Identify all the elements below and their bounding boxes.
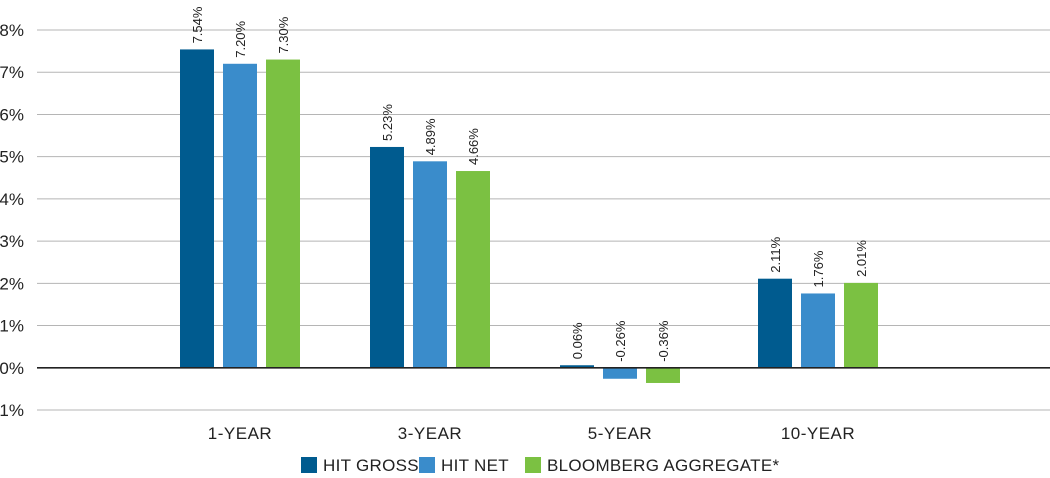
data-label: -0.26%	[613, 320, 628, 362]
data-label: 7.30%	[276, 16, 291, 53]
bar-hit-net-5-year	[603, 367, 637, 379]
category-label: 10-YEAR	[781, 424, 855, 443]
data-label: 1.76%	[811, 250, 826, 287]
data-label: 2.01%	[854, 240, 869, 277]
legend-label: BLOOMBERG AGGREGATE*	[547, 456, 779, 475]
legend-label: HIT GROSS	[323, 456, 419, 475]
data-labels: 7.54% 7.20% 7.30% 5.23% 4.89% 4.66% 0.06% -0.26…	[190, 6, 869, 362]
legend-swatch	[525, 457, 541, 473]
bar-hit-gross-1-year	[180, 49, 214, 368]
legend-label: HIT NET	[441, 456, 509, 475]
y-tick-label: 5%	[0, 148, 24, 167]
data-label: 4.66%	[466, 128, 481, 165]
legend-swatch	[301, 457, 317, 473]
data-label: 7.54%	[190, 6, 205, 43]
y-tick-label: 0%	[0, 359, 24, 378]
bar-hit-gross-5-year	[560, 365, 594, 368]
bar-bloomberg-aggregate-1-year	[266, 59, 300, 368]
x-axis-category-labels: 1-YEAR 3-YEAR 5-YEAR 10-YEAR	[208, 424, 855, 443]
legend-swatch	[419, 457, 435, 473]
bar-hit-net-1-year	[223, 63, 257, 368]
y-tick-label: 6%	[0, 105, 24, 124]
y-tick-label: 1%	[0, 317, 24, 336]
y-tick-label: -1%	[0, 401, 24, 420]
y-axis-tick-labels: 8% 7% 6% 5% 4% 3% 2% 1% 0% -1%	[0, 21, 24, 420]
data-label: 7.20%	[233, 20, 248, 57]
data-label: -0.36%	[656, 320, 671, 362]
legend: HIT GROSS HIT NET BLOOMBERG AGGREGATE*	[301, 456, 779, 475]
y-tick-label: 4%	[0, 190, 24, 209]
bar-hit-gross-10-year	[758, 278, 792, 368]
bar-hit-net-10-year	[801, 293, 835, 368]
data-label: 0.06%	[570, 322, 585, 359]
bar-hit-gross-3-year	[370, 146, 404, 368]
y-tick-label: 2%	[0, 274, 24, 293]
category-label: 5-YEAR	[588, 424, 652, 443]
bar-bloomberg-aggregate-3-year	[456, 171, 490, 368]
data-label: 2.11%	[768, 236, 783, 272]
bar-hit-net-3-year	[413, 161, 447, 368]
category-label: 3-YEAR	[398, 424, 462, 443]
y-tick-label: 3%	[0, 232, 24, 251]
bar-bloomberg-aggregate-5-year	[646, 367, 680, 383]
bar-bloomberg-aggregate-10-year	[844, 282, 878, 368]
bars	[180, 49, 878, 383]
data-label: 5.23%	[380, 104, 395, 141]
category-label: 1-YEAR	[208, 424, 272, 443]
data-label: 4.89%	[423, 118, 438, 155]
y-tick-label: 8%	[0, 21, 24, 40]
y-tick-label: 7%	[0, 63, 24, 82]
